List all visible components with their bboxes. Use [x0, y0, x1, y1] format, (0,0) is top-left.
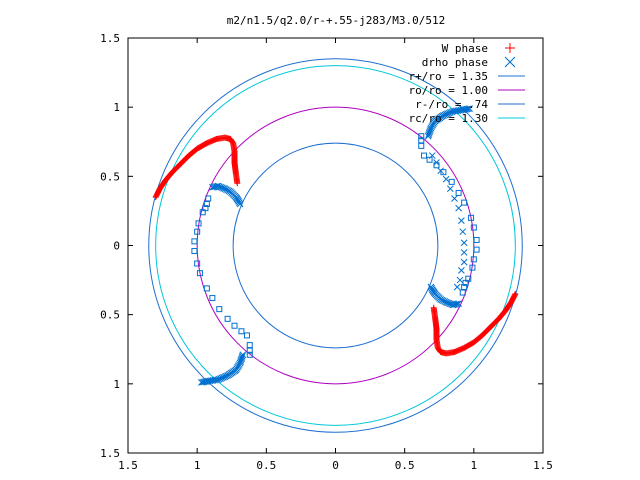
circle-rc	[155, 65, 516, 426]
drho-point	[466, 105, 474, 112]
drho-square-point	[195, 220, 202, 227]
y-tick-label: 1.5	[100, 447, 120, 460]
drho-square-point	[194, 228, 201, 235]
data-layer	[152, 105, 519, 386]
drho-square-point	[461, 199, 468, 206]
y-tick-label: 0.5	[100, 309, 120, 322]
drho-point	[197, 379, 205, 386]
drho-point	[459, 228, 467, 236]
drho-square-point	[246, 351, 253, 358]
drho-square-point	[473, 246, 480, 253]
drho-square-point	[238, 328, 245, 335]
y-axis-ticks: 1.5 1 0.5 0 0.5 1 1.5	[100, 32, 543, 460]
legend-label-drho: drho phase	[422, 56, 488, 69]
drho-square-point	[191, 238, 198, 245]
legend-symbol-drho	[504, 56, 516, 68]
drho-point	[437, 167, 444, 175]
drho-point	[236, 200, 244, 208]
x-tick-label: 0.5	[395, 459, 415, 472]
x-tick-label: 1	[194, 459, 201, 472]
drho-square-point	[243, 332, 250, 339]
y-tick-label: 0.5	[100, 170, 120, 183]
drho-square-point	[418, 142, 425, 149]
y-tick-label: 1.5	[100, 32, 120, 45]
x-tick-label: 1.5	[118, 459, 138, 472]
x-axis-ticks: 1.5 1 0.5 0 0.5 1 1.5	[118, 38, 553, 472]
drho-square-point	[469, 264, 476, 271]
drho-square-point	[461, 284, 468, 290]
drho-point	[442, 175, 450, 183]
drho-point	[428, 152, 436, 159]
drho-square-point	[418, 137, 425, 144]
drho-point	[199, 378, 207, 386]
drho-square-point	[196, 270, 203, 277]
legend-label-rplus: r+/ro = 1.35	[409, 70, 488, 83]
drho-point	[446, 185, 454, 193]
drho-square-point	[194, 260, 201, 267]
circle-r-plus	[148, 58, 523, 433]
y-tick-label: 1	[113, 378, 120, 391]
drho-square-point	[470, 224, 477, 231]
drho-square-point	[209, 295, 216, 302]
drho-square-point	[246, 347, 253, 354]
x-tick-label: 1	[471, 459, 478, 472]
x-tick-label: 0	[332, 459, 339, 472]
drho-point	[458, 267, 465, 274]
drho-point	[455, 204, 462, 212]
drho-square-point	[470, 256, 477, 263]
drho-square-point	[203, 201, 210, 207]
drho-point	[456, 276, 464, 284]
drho-point	[433, 159, 440, 166]
drho-square-point	[426, 156, 433, 163]
x-tick-label: 0.5	[256, 459, 276, 472]
circle-layer	[148, 58, 523, 433]
legend-label-rc: rc/ro = 1.30	[409, 112, 488, 125]
drho-square-point	[433, 162, 440, 169]
legend-label-ro: ro/ro = 1.00	[409, 84, 488, 97]
drho-square-point	[224, 315, 231, 322]
drho-point	[460, 258, 468, 266]
drho-point	[460, 239, 468, 247]
chart-title: m2/n1.5/q2.0/r-+.55-j283/M3.0/512	[227, 14, 446, 27]
y-tick-label: 0	[113, 240, 120, 253]
drho-point	[464, 105, 472, 113]
circle-r-minus	[232, 142, 439, 349]
legend-label-w: W phase	[442, 42, 488, 55]
drho-point	[453, 283, 461, 291]
drho-square-point	[421, 152, 428, 159]
drho-square-point	[216, 306, 223, 313]
drho-point	[451, 195, 458, 202]
drho-point	[460, 249, 468, 256]
drho-square-point	[440, 169, 447, 176]
y-tick-label: 1	[113, 101, 120, 114]
drho-square-point	[455, 189, 462, 196]
w-phase-point	[430, 304, 437, 311]
drho-square-point	[473, 236, 480, 243]
drho-square-point	[199, 209, 206, 216]
drho-square-point	[191, 248, 198, 255]
drho-square-point	[205, 195, 212, 202]
drho-square-point	[246, 342, 253, 349]
drho-square-point	[468, 214, 475, 221]
drho-square-point	[231, 322, 238, 329]
legend: W phase drho phase r+/ro = 1.35 ro/ro = …	[409, 42, 525, 125]
drho-square-point	[448, 178, 455, 185]
drho-square-point	[459, 289, 466, 296]
circle-ro	[196, 106, 475, 385]
legend-label-rminus: r-/ro = .74	[415, 98, 488, 111]
drho-point	[458, 217, 465, 224]
drho-square-point	[203, 285, 210, 292]
drho-point	[427, 283, 435, 291]
w-phase-point	[234, 180, 241, 187]
x-tick-label: 1.5	[533, 459, 553, 472]
drho-square-point	[465, 275, 472, 282]
legend-symbol-w	[505, 43, 515, 53]
drho-square-point	[418, 133, 425, 140]
